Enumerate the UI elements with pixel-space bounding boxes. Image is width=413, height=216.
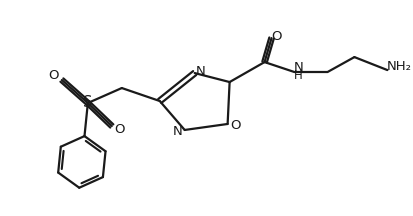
Text: O: O [114, 124, 125, 137]
Text: N: N [293, 60, 303, 74]
Text: H: H [293, 68, 302, 82]
Text: N: N [172, 125, 182, 138]
Text: O: O [230, 119, 240, 132]
Text: O: O [271, 30, 281, 43]
Text: NH₂: NH₂ [386, 60, 411, 73]
Text: O: O [49, 68, 59, 82]
Text: N: N [195, 65, 205, 78]
Text: S: S [83, 95, 93, 110]
